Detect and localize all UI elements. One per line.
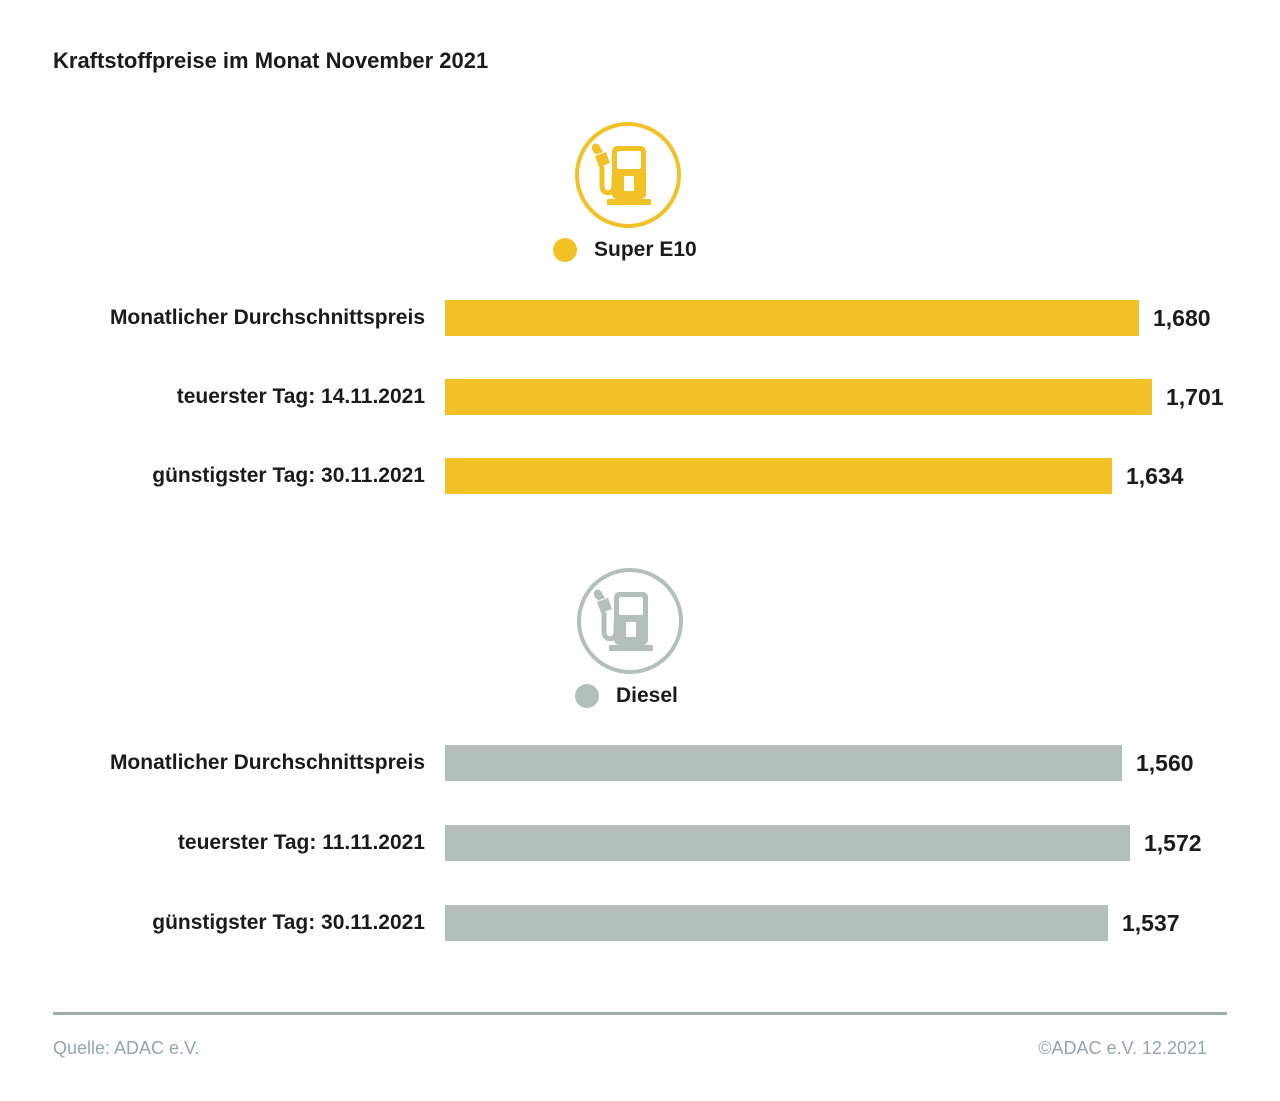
diesel-legend: Diesel — [575, 684, 678, 708]
footer-divider — [53, 1012, 1227, 1015]
bar-diesel-average — [445, 745, 1122, 781]
super-e10-pump-icon — [573, 120, 683, 230]
source-note: Quelle: ADAC e.V. — [53, 1038, 200, 1058]
super-e10-legend-dot — [553, 238, 577, 262]
bar-label: Monatlicher Durchschnittspreis — [109, 751, 425, 774]
bar-label: teuerster Tag: 14.11.2021 — [176, 385, 425, 408]
bar-row-diesel-min: günstigster Tag: 30.11.2021 1,537 — [0, 905, 1280, 941]
bar-row-super-average: Monatlicher Durchschnittspreis 1,680 — [0, 300, 1280, 336]
bar-value: 1,701 — [1166, 383, 1224, 410]
bar-row-diesel-max: teuerster Tag: 11.11.2021 1,572 — [0, 825, 1280, 861]
bar-row-super-max: teuerster Tag: 14.11.2021 1,701 — [0, 379, 1280, 415]
copyright-note: ©ADAC e.V. 12.2021 — [1038, 1038, 1207, 1058]
bar-label: günstigster Tag: 30.11.2021 — [152, 911, 425, 934]
chart-title: Kraftstoffpreise im Monat November 2021 — [53, 48, 489, 73]
bar-diesel-min — [445, 905, 1108, 941]
diesel-legend-dot — [575, 684, 599, 708]
bar-row-super-min: günstigster Tag: 30.11.2021 1,634 — [0, 458, 1280, 494]
bar-diesel-max — [445, 825, 1130, 861]
fuel-pump-icon — [575, 122, 681, 228]
diesel-pump-icon — [575, 566, 685, 676]
bar-value: 1,680 — [1153, 304, 1211, 331]
bar-label: teuerster Tag: 11.11.2021 — [177, 831, 425, 854]
bar-value: 1,634 — [1126, 462, 1184, 489]
fuel-pump-icon — [577, 568, 683, 674]
bar-row-diesel-average: Monatlicher Durchschnittspreis 1,560 — [0, 745, 1280, 781]
bar-super-average — [445, 300, 1139, 336]
super-e10-legend-label: Super E10 — [594, 238, 697, 261]
bar-super-min — [445, 458, 1112, 494]
super-e10-legend: Super E10 — [553, 238, 697, 262]
bar-value: 1,572 — [1144, 829, 1202, 856]
bar-label: Monatlicher Durchschnittspreis — [109, 306, 425, 329]
bar-label: günstigster Tag: 30.11.2021 — [152, 464, 425, 487]
bar-value: 1,537 — [1122, 909, 1180, 936]
diesel-legend-label: Diesel — [616, 684, 678, 707]
bar-super-max — [445, 379, 1152, 415]
bar-value: 1,560 — [1136, 749, 1194, 776]
